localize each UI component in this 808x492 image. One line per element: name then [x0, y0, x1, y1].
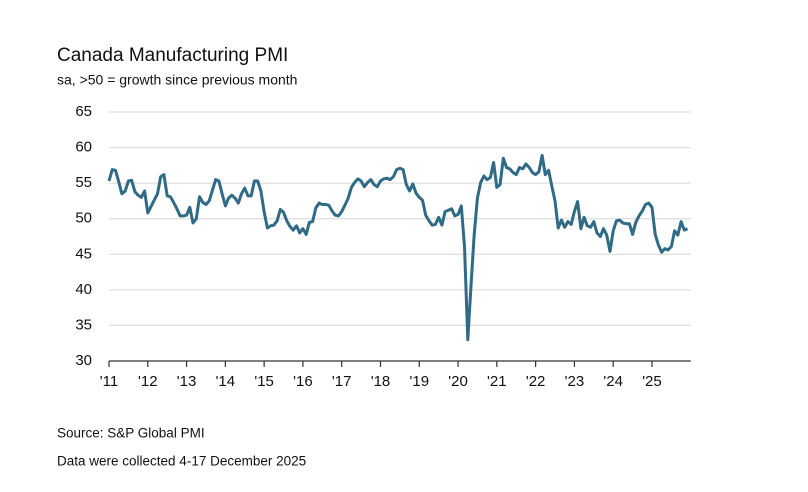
x-tick-label: '25	[642, 373, 662, 390]
x-tick-label: '16	[293, 373, 313, 390]
x-tick-label: '19	[409, 373, 429, 390]
chart-title: Canada Manufacturing PMI	[57, 45, 288, 66]
y-tick-label: 55	[75, 174, 92, 191]
x-tick-label: '17	[332, 373, 352, 390]
line-series	[107, 153, 689, 342]
x-tick-label: '22	[526, 373, 546, 390]
y-tick-label: 35	[75, 316, 92, 333]
y-tick-label: 30	[75, 352, 92, 369]
y-tick-label: 60	[75, 139, 92, 156]
x-tick-label: '13	[177, 373, 197, 390]
note: Data were collected 4-17 December 2025	[57, 454, 306, 469]
x-tick-label: '11	[100, 373, 118, 390]
x-tick-label: '14	[216, 373, 236, 390]
x-tick-label: '21	[487, 373, 507, 390]
source: Source: S&P Global PMI	[57, 426, 205, 441]
y-tick-label: 50	[75, 210, 92, 227]
y-tick-label: 40	[75, 281, 92, 298]
x-tick-label: '23	[565, 373, 585, 390]
x-tick-label: '12	[138, 373, 158, 390]
y-tick-label: 45	[75, 245, 92, 262]
x-tick-label: '15	[254, 373, 274, 390]
x-tick-label: '20	[448, 373, 468, 390]
chart-subtitle: sa, >50 = growth since previous month	[57, 72, 297, 88]
y-tick-label: 65	[75, 103, 92, 120]
x-tick-label: '24	[603, 373, 623, 390]
x-tick-label: '18	[371, 373, 391, 390]
